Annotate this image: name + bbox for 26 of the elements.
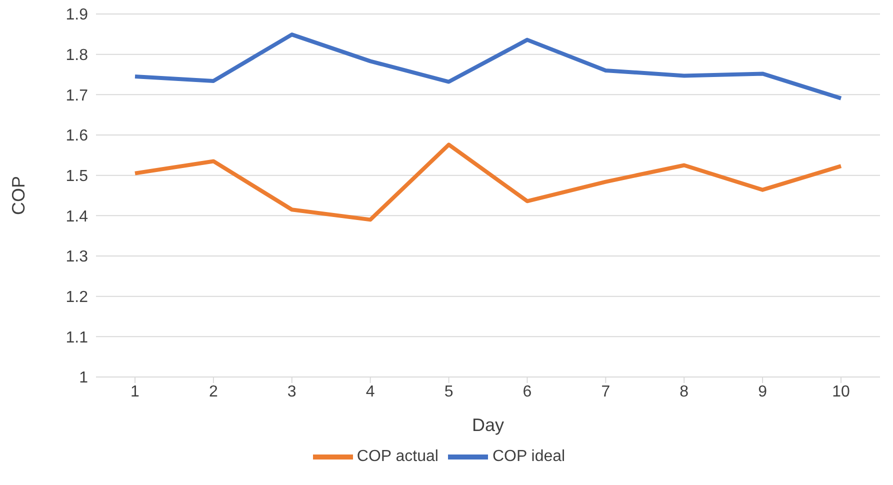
line-series: [133, 142, 843, 222]
y-axis-title: COP: [8, 176, 28, 216]
x-tick-label: 5: [444, 383, 454, 400]
y-tick-label: 1.3: [66, 248, 88, 266]
y-tick-label: 1.9: [66, 6, 88, 24]
x-tick-label: 8: [680, 383, 689, 400]
y-tick-label: 1.4: [66, 208, 88, 226]
y-tick-label: 1.1: [66, 329, 88, 346]
x-tick-label: 7: [601, 383, 610, 400]
line-series: [133, 32, 843, 100]
y-tick-label: 1.8: [66, 47, 88, 64]
x-tick-label: 10: [832, 383, 850, 400]
y-tick-label: 1.2: [66, 289, 88, 306]
x-tick-label: 6: [522, 383, 532, 400]
legend-label: COP ideal: [492, 448, 566, 466]
x-tick-label: 1: [130, 383, 140, 400]
x-tick-label: 4: [366, 383, 375, 400]
x-axis-title: Day: [472, 415, 504, 435]
y-tick-label: 1.5: [66, 168, 88, 186]
y-tick-label: 1.7: [66, 87, 88, 104]
x-tick-label: 9: [758, 383, 768, 400]
x-tick-label: 3: [287, 383, 296, 400]
y-tick-label: 1.6: [66, 128, 88, 145]
x-tick-label: 2: [208, 383, 218, 400]
legend-label: COP actual: [356, 448, 438, 466]
y-tick-label: 1: [79, 370, 88, 387]
